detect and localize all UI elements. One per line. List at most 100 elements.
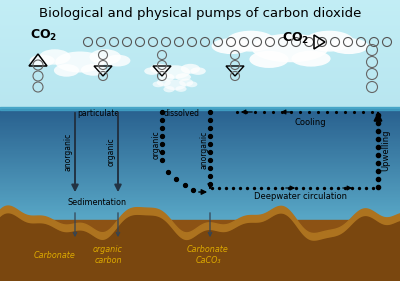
Bar: [0, 156, 400, 157]
Bar: [0, 138, 400, 139]
Bar: [0, 117, 400, 118]
Ellipse shape: [153, 81, 164, 87]
Bar: [0, 23, 400, 24]
Ellipse shape: [164, 80, 186, 90]
Bar: [0, 92, 400, 93]
Bar: [0, 137, 400, 138]
Bar: [0, 162, 400, 163]
Bar: [0, 8, 400, 9]
Bar: [0, 199, 400, 200]
Bar: [0, 72, 400, 73]
Ellipse shape: [226, 31, 275, 52]
Bar: [0, 123, 400, 124]
Bar: [0, 30, 400, 31]
Bar: [0, 120, 400, 121]
Bar: [0, 71, 400, 72]
Bar: [0, 130, 400, 132]
Bar: [0, 182, 400, 183]
Bar: [0, 66, 400, 67]
Bar: [0, 207, 400, 208]
Bar: [0, 46, 400, 47]
Bar: [0, 149, 400, 151]
Bar: [0, 140, 400, 142]
Bar: [0, 107, 400, 108]
Ellipse shape: [291, 51, 331, 67]
Bar: [0, 26, 400, 27]
Bar: [0, 47, 400, 49]
Bar: [0, 87, 400, 89]
Bar: [0, 32, 400, 33]
Bar: [0, 9, 400, 10]
Bar: [0, 6, 400, 8]
Bar: [0, 210, 400, 211]
Ellipse shape: [212, 38, 251, 54]
Bar: [0, 178, 400, 180]
Bar: [0, 176, 400, 177]
Bar: [0, 172, 400, 173]
Bar: [0, 190, 400, 191]
Bar: [0, 38, 400, 39]
Bar: [0, 85, 400, 86]
Bar: [0, 27, 400, 28]
Bar: [0, 18, 400, 19]
Bar: [0, 142, 400, 143]
Bar: [0, 80, 400, 81]
Bar: [0, 83, 400, 84]
Bar: [0, 67, 400, 68]
Ellipse shape: [175, 86, 187, 92]
Bar: [0, 163, 400, 164]
Ellipse shape: [186, 81, 198, 87]
Polygon shape: [0, 206, 400, 281]
Bar: [0, 0, 400, 1]
Bar: [0, 195, 400, 196]
Bar: [0, 139, 400, 140]
Bar: [0, 191, 400, 192]
Bar: [0, 209, 400, 210]
Bar: [0, 164, 400, 165]
Bar: [0, 218, 400, 219]
Bar: [0, 49, 400, 50]
Ellipse shape: [176, 73, 191, 81]
Bar: [0, 15, 400, 16]
Bar: [0, 151, 400, 152]
Bar: [0, 33, 400, 35]
Bar: [0, 173, 400, 174]
Text: dissolved: dissolved: [164, 109, 200, 118]
Text: Carbonate
CaCO₃: Carbonate CaCO₃: [187, 245, 229, 265]
Bar: [0, 107, 400, 110]
Bar: [0, 208, 400, 209]
Bar: [0, 52, 400, 53]
Bar: [0, 14, 400, 15]
Bar: [0, 158, 400, 160]
Text: Cooling: Cooling: [294, 118, 326, 127]
Bar: [0, 79, 400, 80]
Bar: [0, 1, 400, 2]
Ellipse shape: [144, 67, 160, 75]
Bar: [0, 59, 400, 60]
Ellipse shape: [252, 34, 328, 62]
Bar: [0, 104, 400, 105]
Bar: [0, 55, 400, 56]
Bar: [0, 196, 400, 198]
Ellipse shape: [181, 64, 200, 74]
Text: organic: organic: [106, 138, 116, 166]
Bar: [0, 95, 400, 96]
Bar: [0, 212, 400, 213]
Text: Biological and physical pumps of carbon dioxide: Biological and physical pumps of carbon …: [39, 7, 361, 20]
Bar: [0, 60, 400, 62]
Bar: [0, 217, 400, 218]
Bar: [0, 98, 400, 99]
Bar: [0, 155, 400, 156]
Bar: [0, 174, 400, 175]
Bar: [0, 198, 400, 199]
Bar: [0, 111, 400, 112]
Bar: [0, 101, 400, 103]
Ellipse shape: [39, 49, 70, 65]
Bar: [0, 105, 400, 106]
Bar: [0, 169, 400, 170]
Bar: [0, 216, 400, 217]
Ellipse shape: [329, 38, 368, 54]
Bar: [0, 106, 400, 107]
Bar: [0, 161, 400, 162]
Bar: [0, 192, 400, 193]
